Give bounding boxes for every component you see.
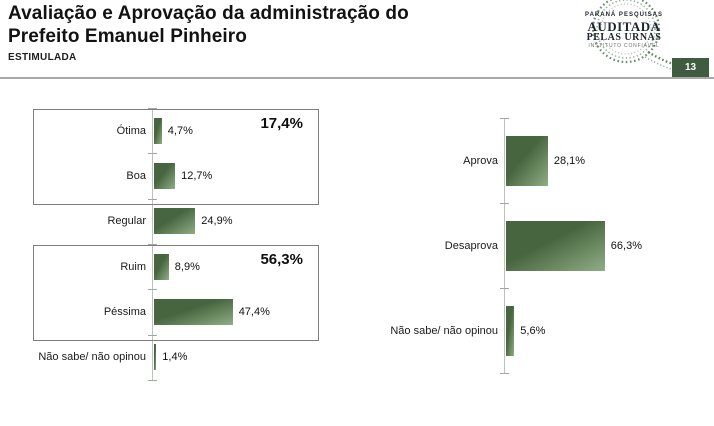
axis-tick — [148, 380, 157, 381]
bar-row: Desaprova 66,3% — [385, 203, 710, 288]
bar-row: Péssima 47,4% — [33, 289, 325, 334]
bar — [506, 305, 515, 356]
axis-tick — [500, 373, 509, 374]
bar — [506, 135, 548, 186]
bar — [506, 220, 605, 271]
axis-tick — [148, 153, 157, 154]
value-label: 8,9% — [174, 260, 200, 273]
value-label: 66,3% — [610, 239, 642, 252]
bar — [154, 117, 162, 144]
category-label: Aprova — [463, 154, 498, 167]
axis-tick — [148, 335, 157, 336]
bar-row: Ótima 4,7% — [33, 108, 325, 153]
axis-line — [152, 108, 153, 380]
avaliacao-bar-chart: Ótima 4,7% Boa 12,7% Regular 24,9% Ruim 8,9% Pés… — [33, 108, 325, 381]
aprovacao-bar-chart: Aprova 28,1% Desaprova 66,3% Não sabe/ não o… — [385, 118, 710, 374]
category-label: Ruim — [120, 260, 146, 273]
page-title-line1: Avaliação e Aprovação da administração d… — [8, 3, 409, 24]
value-label: 1,4% — [162, 351, 188, 364]
bar-row: Regular 24,9% — [33, 199, 325, 244]
category-label: Boa — [126, 169, 146, 182]
group-total-label: 56,3% — [260, 250, 303, 268]
page-number-badge: 13 — [672, 58, 709, 77]
page-subtitle: ESTIMULADA — [8, 52, 77, 63]
category-label: Péssima — [103, 305, 146, 318]
logo-text-line2: AUDITADA — [587, 19, 661, 34]
bar-row: Não sabe/ não opinou 1,4% — [33, 335, 325, 380]
aprovacao-rows: Aprova 28,1% Desaprova 66,3% Não sabe/ não o… — [385, 118, 710, 373]
axis-tick — [500, 118, 509, 119]
axis-tick — [148, 289, 157, 290]
bar — [154, 162, 176, 189]
axis-line — [504, 118, 505, 373]
bar — [154, 208, 196, 235]
category-label: Não sabe/ não opinou — [390, 324, 498, 337]
bar-row: Não sabe/ não opinou 5,6% — [385, 288, 710, 373]
header-divider — [0, 77, 714, 79]
axis-tick — [500, 203, 509, 204]
value-label: 24,9% — [201, 215, 233, 228]
axis-tick — [148, 244, 157, 245]
logo-text-line4: INSTITUTO CONFIÁVEL — [588, 43, 660, 49]
bar — [154, 344, 157, 371]
axis-tick — [148, 108, 157, 109]
parana-pesquisas-logo: PARANÁ PESQUISAS AUDITADA PELAS URNAS IN… — [575, 0, 687, 76]
value-label: 12,7% — [181, 169, 213, 182]
category-label: Desaprova — [444, 239, 498, 252]
category-label: Não sabe/ não opinou — [38, 351, 146, 364]
bar-row: Boa 12,7% — [33, 153, 325, 198]
value-label: 28,1% — [553, 154, 586, 167]
logo-text-line3: PELAS URNAS — [586, 32, 662, 43]
axis-tick — [500, 288, 509, 289]
bar — [154, 253, 169, 280]
value-label: 4,7% — [167, 124, 193, 137]
category-label: Ótima — [116, 124, 146, 137]
value-label: 5,6% — [520, 324, 546, 337]
page-title-line2: Prefeito Emanuel Pinheiro — [8, 26, 247, 47]
logo-dotted-ring-icon — [591, 0, 680, 72]
logo-text-line1: PARANÁ PESQUISAS — [585, 12, 663, 18]
bar — [154, 298, 233, 325]
bar-row: Aprova 28,1% — [385, 118, 710, 203]
value-label: 47,4% — [238, 305, 270, 318]
title-block: Avaliação e Aprovação da administração d… — [8, 2, 528, 63]
axis-tick — [148, 199, 157, 200]
group-total-label: 17,4% — [260, 115, 303, 132]
bar-row: Ruim 8,9% — [33, 244, 325, 289]
avaliacao-rows: Ótima 4,7% Boa 12,7% Regular 24,9% Ruim 8,9% Pés… — [33, 108, 325, 380]
category-label: Regular — [107, 215, 146, 228]
